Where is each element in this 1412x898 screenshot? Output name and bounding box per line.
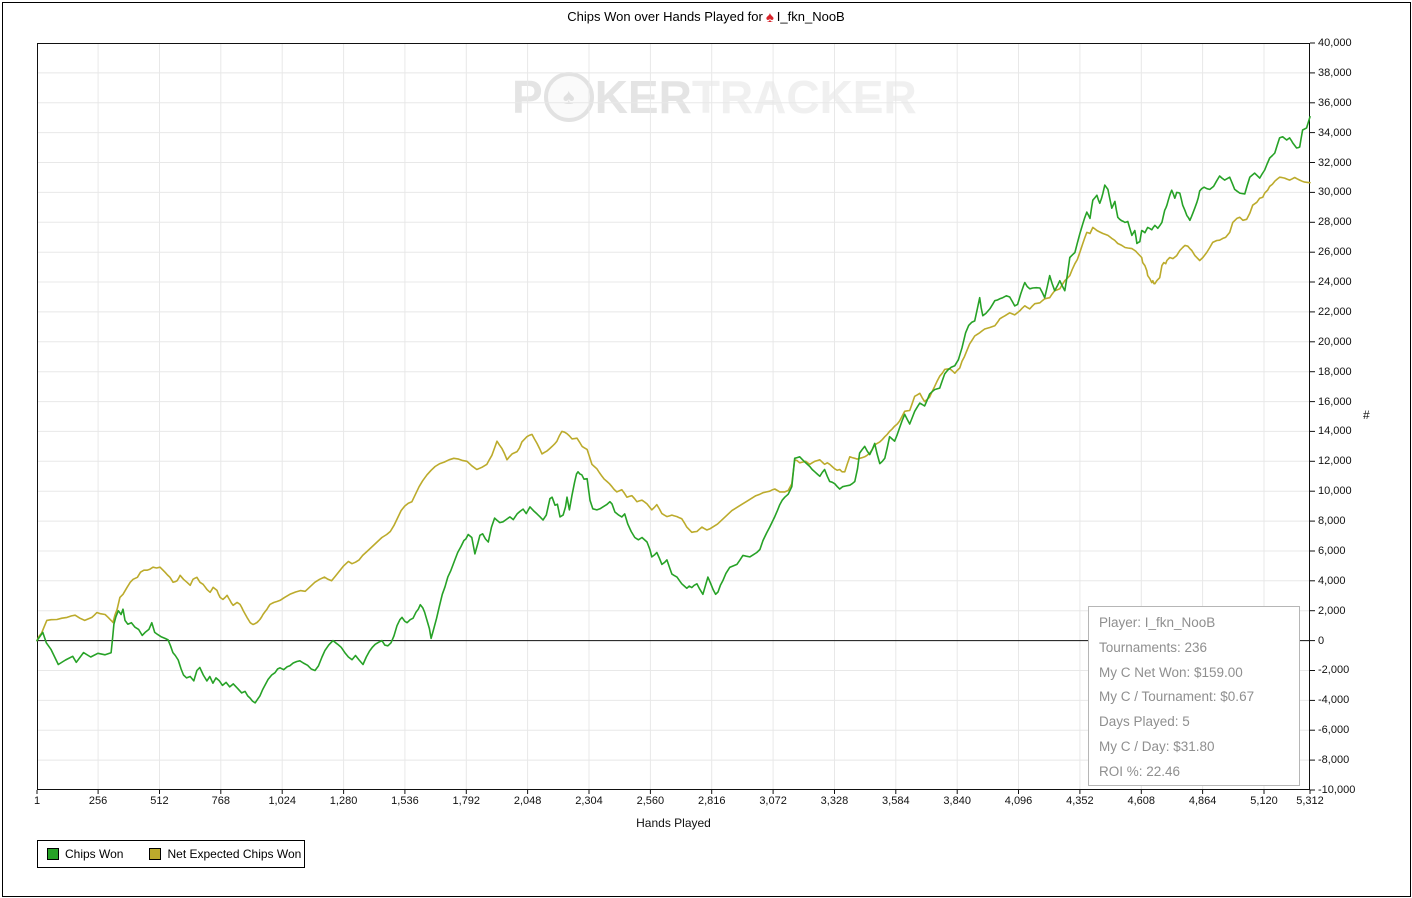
player-name: I_fkn_NooB: [776, 9, 845, 24]
pokertracker-watermark: P ♠ KER TRACKER: [512, 70, 917, 124]
y-tick-label: -8,000: [1318, 754, 1350, 767]
chart-title-prefix: Chips Won over Hands Played for: [567, 9, 763, 24]
stat-days-played: Days Played: 5: [1099, 714, 1190, 730]
legend-item-net-expected: Net Expected Chips Won: [149, 847, 301, 861]
y-tick-label: 30,000: [1318, 186, 1352, 199]
chart-plot-area: [36, 42, 1315, 794]
legend-label: Net Expected Chips Won: [167, 847, 302, 861]
x-tick-label: 4,608: [1127, 795, 1156, 807]
watermark-tracker: TRACKER: [691, 71, 917, 123]
x-tick-label: 1,792: [452, 795, 481, 807]
x-tick-label: 1,024: [268, 795, 296, 807]
legend-swatch-net-expected: [149, 848, 162, 860]
y-tick-label: 4,000: [1318, 574, 1346, 587]
x-tick-label: 2,816: [697, 795, 726, 807]
pokerstars-spade-icon: ♠: [765, 9, 774, 26]
y-tick-label: 20,000: [1318, 335, 1352, 348]
x-tick-label: 3,072: [759, 795, 787, 807]
chart-canvas: [36, 42, 1315, 794]
legend-item-chips-won: Chips Won: [47, 847, 123, 861]
y-tick-label: 40,000: [1318, 37, 1352, 49]
y-tick-label: 14,000: [1318, 425, 1352, 438]
x-tick-label: 3,584: [882, 795, 910, 807]
x-tick-label: 4,864: [1188, 795, 1217, 807]
x-tick-label: 1,536: [391, 795, 419, 807]
poker-chip-icon: ♠: [543, 72, 594, 122]
x-tick-label: 1: [33, 795, 41, 807]
stat-net-won: My C Net Won: $159.00: [1099, 664, 1243, 680]
legend-swatch-chips-won: [47, 848, 59, 860]
x-tick-label: 2,048: [513, 795, 542, 807]
watermark-ker: KER: [594, 71, 692, 123]
y-tick-label: -10,000: [1318, 784, 1356, 796]
y-tick-label: 34,000: [1318, 126, 1352, 139]
x-tick-label: 5,120: [1250, 795, 1278, 807]
x-tick-label: 3,840: [943, 795, 971, 807]
legend-label: Chips Won: [65, 847, 124, 861]
x-tick-label: 4,352: [1066, 795, 1094, 807]
x-tick-label: 1,280: [329, 795, 358, 807]
y-tick-label: 8,000: [1318, 515, 1346, 528]
y-tick-label: -4,000: [1318, 694, 1350, 707]
stat-per-day: My C / Day: $31.80: [1099, 738, 1215, 754]
y-tick-label: -2,000: [1318, 664, 1350, 677]
x-tick-label: 5,312: [1296, 795, 1324, 807]
y-tick-label: 18,000: [1318, 365, 1352, 378]
y-tick-label: 26,000: [1318, 246, 1352, 259]
chart-title: Chips Won over Hands Played for ♠ I_fkn_No…: [0, 9, 1412, 26]
x-tick-label: 512: [150, 795, 169, 807]
series-chips-won: [36, 116, 1311, 704]
y-tick-label: 0: [1318, 634, 1325, 647]
stat-roi: ROI %: 22.46: [1099, 763, 1181, 779]
y-axis-title: #: [1363, 408, 1370, 422]
y-tick-label: -6,000: [1318, 724, 1350, 737]
y-tick-label: 28,000: [1318, 216, 1352, 229]
y-tick-label: 16,000: [1318, 395, 1352, 408]
x-axis-title: Hands Played: [636, 816, 711, 830]
y-tick-label: 22,000: [1318, 305, 1352, 318]
y-tick-label: 36,000: [1318, 96, 1352, 109]
x-tick-label: 256: [88, 795, 108, 807]
y-tick-label: 24,000: [1318, 276, 1352, 289]
x-tick-label: 768: [211, 795, 231, 807]
stat-player: Player: I_fkn_NooB: [1099, 615, 1216, 630]
y-tick-label: 12,000: [1318, 455, 1352, 468]
y-tick-label: 32,000: [1318, 156, 1352, 169]
y-tick-label: 2,000: [1318, 604, 1346, 617]
y-tick-label: 6,000: [1318, 544, 1346, 557]
player-stats-panel: Player: I_fkn_NooB Tournaments: 236 My C…: [1088, 606, 1300, 786]
x-tick-label: 3,328: [820, 795, 849, 807]
y-tick-label: 10,000: [1318, 485, 1352, 498]
x-tick-label: 4,096: [1004, 795, 1033, 807]
y-tick-label: 38,000: [1318, 66, 1352, 79]
series-net-expected-chips-won: [36, 176, 1311, 642]
x-tick-label: 2,304: [575, 795, 603, 807]
x-tick-label: 2,560: [636, 795, 665, 807]
stat-tournaments: Tournaments: 236: [1099, 639, 1208, 655]
chart-legend: Chips Won Net Expected Chips Won: [37, 840, 305, 868]
stat-per-tournament: My C / Tournament: $0.67: [1099, 689, 1255, 705]
